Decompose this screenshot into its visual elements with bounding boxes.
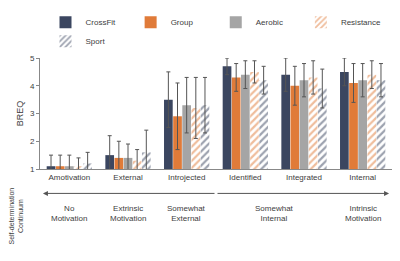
svg-text:CrossFit: CrossFit: [86, 18, 117, 27]
svg-text:Amotivation: Amotivation: [48, 173, 90, 182]
svg-text:IntrinsicMotivation: IntrinsicMotivation: [345, 204, 381, 223]
svg-text:Resistance: Resistance: [341, 18, 381, 27]
svg-text:SomewhatExternal: SomewhatExternal: [167, 204, 206, 223]
svg-text:SomewhatInternal: SomewhatInternal: [255, 204, 294, 223]
svg-text:Introjected: Introjected: [168, 173, 205, 182]
svg-text:3: 3: [30, 109, 35, 118]
svg-text:External: External: [113, 173, 143, 182]
svg-text:Group: Group: [171, 18, 194, 27]
svg-text:NoMotivation: NoMotivation: [51, 204, 87, 223]
svg-text:2: 2: [30, 137, 35, 146]
svg-text:BREQ: BREQ: [15, 101, 25, 127]
svg-text:Self-determinationContinuum: Self-determinationContinuum: [8, 188, 24, 245]
svg-text:Sport: Sport: [86, 37, 106, 46]
svg-text:5: 5: [30, 54, 35, 63]
svg-text:Identified: Identified: [229, 173, 261, 182]
svg-text:1: 1: [30, 165, 35, 174]
svg-text:Internal: Internal: [349, 173, 376, 182]
svg-text:Aerobic: Aerobic: [256, 18, 283, 27]
svg-text:ExtrinsicMotivation: ExtrinsicMotivation: [110, 204, 146, 223]
svg-text:Integrated: Integrated: [286, 173, 322, 182]
svg-text:4: 4: [30, 82, 35, 91]
